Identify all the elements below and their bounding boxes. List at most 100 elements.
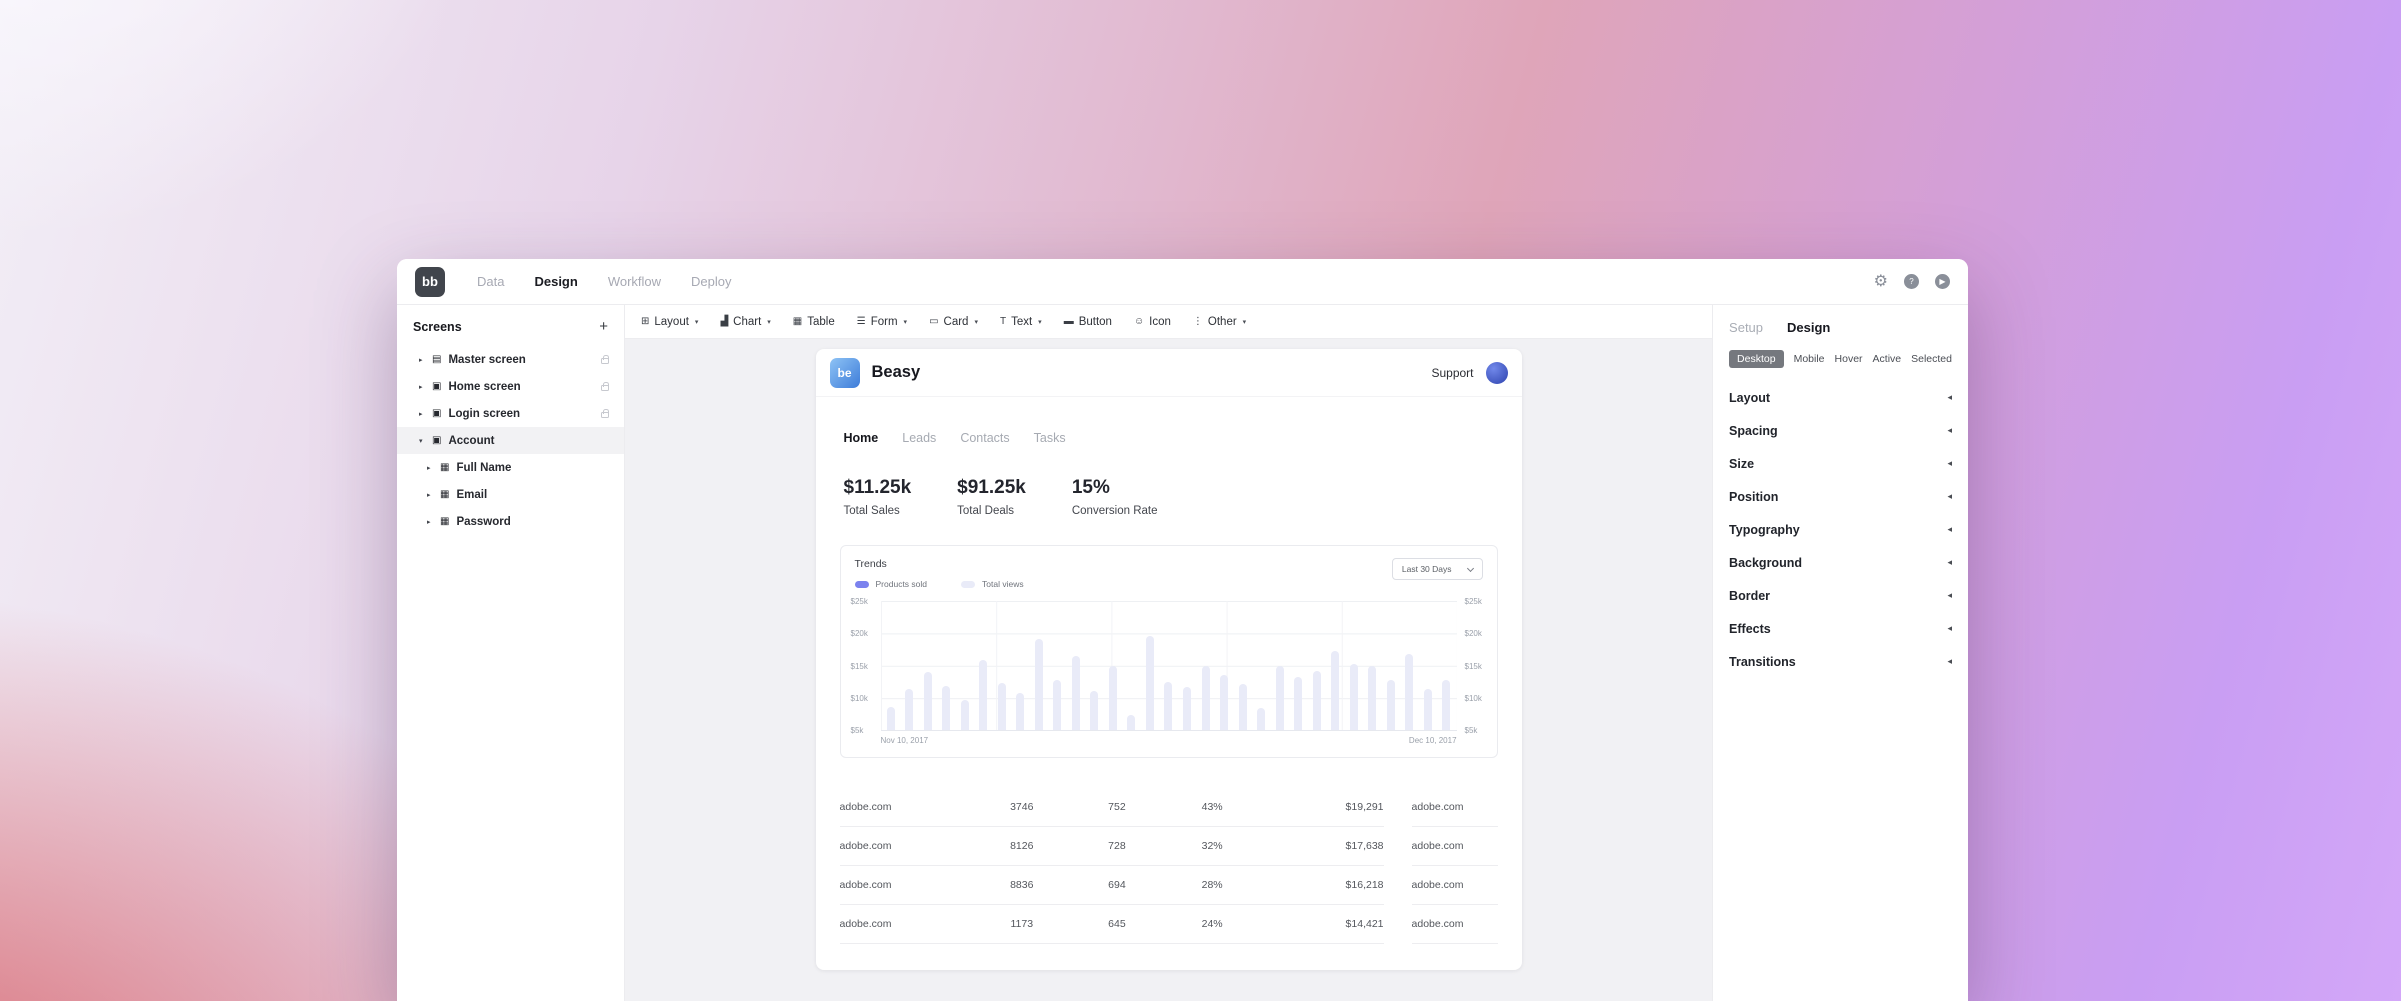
screens-tree-item[interactable]: ▸ ▣ Login screen (397, 400, 624, 427)
top-nav-tab[interactable]: Design (534, 274, 578, 289)
add-screen-button[interactable]: + (599, 318, 608, 335)
screen-label: Home screen (448, 380, 521, 393)
state-pill[interactable]: Hover (1834, 353, 1863, 365)
style-section-row[interactable]: Transitions ◂ (1729, 645, 1952, 678)
style-section-row[interactable]: Position ◂ (1729, 480, 1952, 513)
date-range-select[interactable]: Last 30 Days (1391, 558, 1483, 580)
toolbar-item[interactable]: T Text ▾ (1000, 316, 1042, 328)
cell-leads: 728 (1108, 840, 1126, 852)
user-avatar[interactable] (1485, 361, 1508, 384)
chevron-left-icon: ◂ (1947, 491, 1952, 501)
help-icon[interactable]: ? (1904, 274, 1919, 289)
trends-chart-panel[interactable]: Trends Products sold (839, 545, 1498, 758)
screens-tree-item[interactable]: ▸ ▣ Home screen (397, 373, 624, 400)
run-icon[interactable]: ▶ (1935, 274, 1950, 289)
y-axis-tick: $25k (1464, 597, 1482, 606)
toolbar-item-icon: ▟ (720, 315, 729, 327)
toolbar-item[interactable]: ▦ Table ▾ (793, 316, 835, 328)
expand-caret-icon[interactable]: ▸ (427, 464, 431, 472)
toolbar-item[interactable]: ▭ Card ▾ (929, 316, 978, 328)
toolbar-item[interactable]: ⋮ Other ▾ (1193, 316, 1246, 328)
state-pill[interactable]: Mobile (1793, 353, 1825, 365)
x-axis-start-label: Nov 10, 2017 (880, 736, 929, 745)
style-section-label: Border (1729, 588, 1771, 603)
dashboard-tab[interactable]: Contacts (960, 431, 1010, 445)
settings-icon[interactable]: ⚙ (1873, 272, 1888, 290)
lock-icon (601, 382, 609, 391)
toolbar-item[interactable]: ▬ Button ▾ (1064, 316, 1112, 328)
support-link[interactable]: Support (1431, 365, 1474, 380)
cell-amount: $17,638 (1345, 840, 1384, 852)
expand-caret-icon[interactable]: ▸ (419, 356, 423, 364)
date-range-value: Last 30 Days (1401, 564, 1452, 574)
screens-tree-item[interactable]: ▸ ▦ Email (397, 481, 624, 508)
screen-type-icon: ▣ (432, 434, 442, 446)
chevron-left-icon: ◂ (1947, 557, 1952, 567)
screens-tree-item[interactable]: ▾ ▣ Account (397, 427, 624, 454)
toolbar-item-icon: ▭ (929, 315, 939, 327)
style-section-row[interactable]: Layout ◂ (1729, 381, 1952, 414)
state-pill[interactable]: Active (1872, 353, 1902, 365)
chart-title: Trends (854, 558, 887, 570)
expand-caret-icon[interactable]: ▸ (427, 518, 431, 526)
toolbar-item-label: Layout (654, 315, 689, 328)
dashboard-tab[interactable]: Tasks (1033, 431, 1066, 445)
cell-visits: 8836 (1010, 879, 1034, 891)
style-section-label: Size (1729, 456, 1755, 471)
chart-bar (1164, 682, 1173, 730)
dashboard-tab[interactable]: Leads (902, 431, 937, 445)
screens-panel: Screens + ▸ ▤ Master screen ▸ ▣ Hom (397, 305, 625, 1001)
inspector-tab[interactable]: Design (1787, 320, 1831, 335)
chart-bar (1127, 715, 1136, 730)
cell-leads: 752 (1108, 801, 1126, 813)
toolbar-item-icon: T (999, 315, 1007, 327)
chevron-down-icon: ▾ (694, 318, 699, 326)
state-pill[interactable]: Selected (1911, 353, 1952, 365)
toolbar-item[interactable]: ▟ Chart ▾ (720, 316, 770, 328)
style-section-row[interactable]: Effects ◂ (1729, 612, 1952, 645)
cell-amount: $16,218 (1345, 879, 1384, 891)
y-axis-tick: $15k (1464, 661, 1482, 671)
chevron-left-icon: ◂ (1947, 623, 1952, 633)
chart-bar (1257, 708, 1266, 730)
leads-table[interactable]: adobe.com 3746 752 43% $19,291 adobe.com… (839, 788, 1498, 944)
chart-bar (886, 707, 895, 730)
bb-logo[interactable]: bb (415, 266, 445, 297)
chart-bar (942, 685, 951, 730)
style-section-row[interactable]: Size ◂ (1729, 447, 1952, 480)
design-canvas[interactable]: be Beasy Support Home Leads (625, 339, 1713, 1001)
style-section-row[interactable]: Background ◂ (1729, 546, 1952, 579)
style-section-row[interactable]: Typography ◂ (1729, 513, 1952, 546)
top-nav-tab[interactable]: Workflow (607, 274, 662, 289)
y-axis-right: $25k $20k $15k $10k $5k (1457, 597, 1487, 735)
screen-label: Account (448, 434, 495, 447)
expand-caret-icon[interactable]: ▸ (427, 491, 431, 499)
y-axis-left: $25k $20k $15k $10k $5k (851, 597, 881, 735)
screen-type-icon: ▦ (440, 461, 450, 473)
chevron-left-icon: ◂ (1947, 392, 1952, 402)
screens-tree-item[interactable]: ▸ ▦ Password (397, 508, 624, 535)
table-row: adobe.com 1173 645 24% $14,421 (839, 905, 1384, 944)
toolbar-item-icon: ⊞ (641, 315, 650, 327)
toolbar-item[interactable]: ☺ Icon ▾ (1134, 316, 1171, 328)
screen-label: Email (456, 488, 488, 501)
top-nav-tab[interactable]: Deploy (691, 274, 732, 289)
toolbar-item-label: Text (1011, 315, 1033, 328)
style-section-row[interactable]: Spacing ◂ (1729, 414, 1952, 447)
cell-rate: 24% (1201, 918, 1223, 930)
state-pill[interactable]: Desktop (1729, 350, 1784, 368)
top-nav-tab[interactable]: Data (477, 274, 505, 289)
dashboard-card[interactable]: be Beasy Support Home Leads (815, 349, 1522, 970)
metric-block: $11.25k Total Sales (844, 477, 912, 517)
toolbar-item[interactable]: ⊞ Layout ▾ (641, 316, 698, 328)
screens-tree-item[interactable]: ▸ ▤ Master screen (397, 346, 624, 373)
expand-caret-icon[interactable]: ▸ (419, 383, 423, 391)
cell-rate: 28% (1201, 879, 1223, 891)
expand-caret-icon[interactable]: ▸ (419, 410, 423, 418)
dashboard-tab[interactable]: Home (843, 431, 879, 445)
style-section-row[interactable]: Border ◂ (1729, 579, 1952, 612)
expand-caret-icon[interactable]: ▾ (419, 437, 423, 445)
screens-tree-item[interactable]: ▸ ▦ Full Name (397, 454, 624, 481)
inspector-tab[interactable]: Setup (1729, 320, 1764, 335)
toolbar-item[interactable]: ☰ Form ▾ (857, 316, 907, 328)
